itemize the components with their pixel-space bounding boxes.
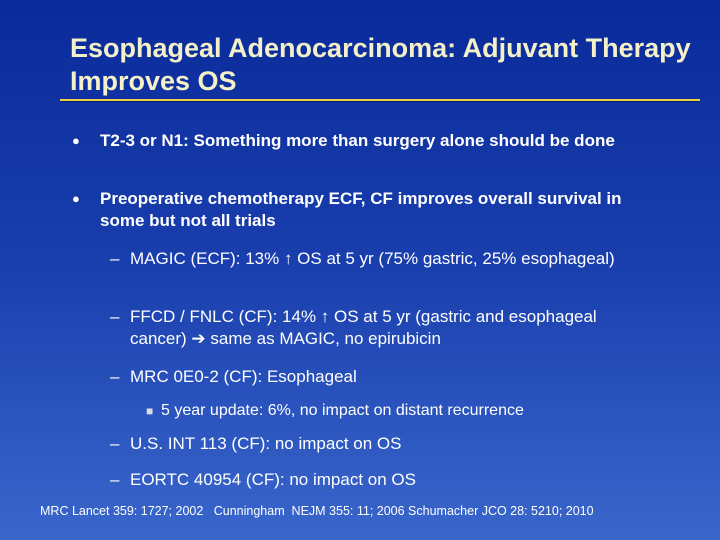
sub-bullet-marker: – [110, 249, 120, 268]
sub-bullet: FFCD / FNLC (CF): 14% ↑ OS at 5 yr (gast… [130, 307, 597, 348]
sub-sub-bullet: 5 year update: 6%, no impact on distant … [161, 402, 524, 419]
bullet-marker: ● [72, 191, 80, 206]
sub-sub-bullet-marker: ■ [146, 404, 154, 418]
sub-bullet: U.S. INT 113 (CF): no impact on OS [130, 434, 402, 453]
title-rule [60, 99, 700, 101]
bullet-marker: ● [72, 133, 80, 148]
bullet: Preoperative chemotherapy ECF, CF improv… [100, 189, 622, 230]
sub-bullet: MAGIC (ECF): 13% ↑ OS at 5 yr (75% gastr… [130, 249, 615, 268]
sub-bullet: MRC 0E0-2 (CF): Esophageal [130, 367, 357, 386]
footnote: MRC Lancet 359: 1727; 2002 Cunningham NE… [40, 504, 594, 518]
sub-bullet-marker: – [110, 367, 120, 386]
slide-title: Esophageal Adenocarcinoma: Adjuvant Ther… [70, 33, 691, 96]
title-rule-shadow [60, 101, 700, 102]
sub-bullet-marker: – [110, 470, 120, 489]
sub-bullet-marker: – [110, 307, 120, 326]
bullet: T2-3 or N1: Something more than surgery … [100, 131, 615, 150]
sub-bullet-marker: – [110, 434, 120, 453]
sub-bullet: EORTC 40954 (CF): no impact on OS [130, 470, 416, 489]
